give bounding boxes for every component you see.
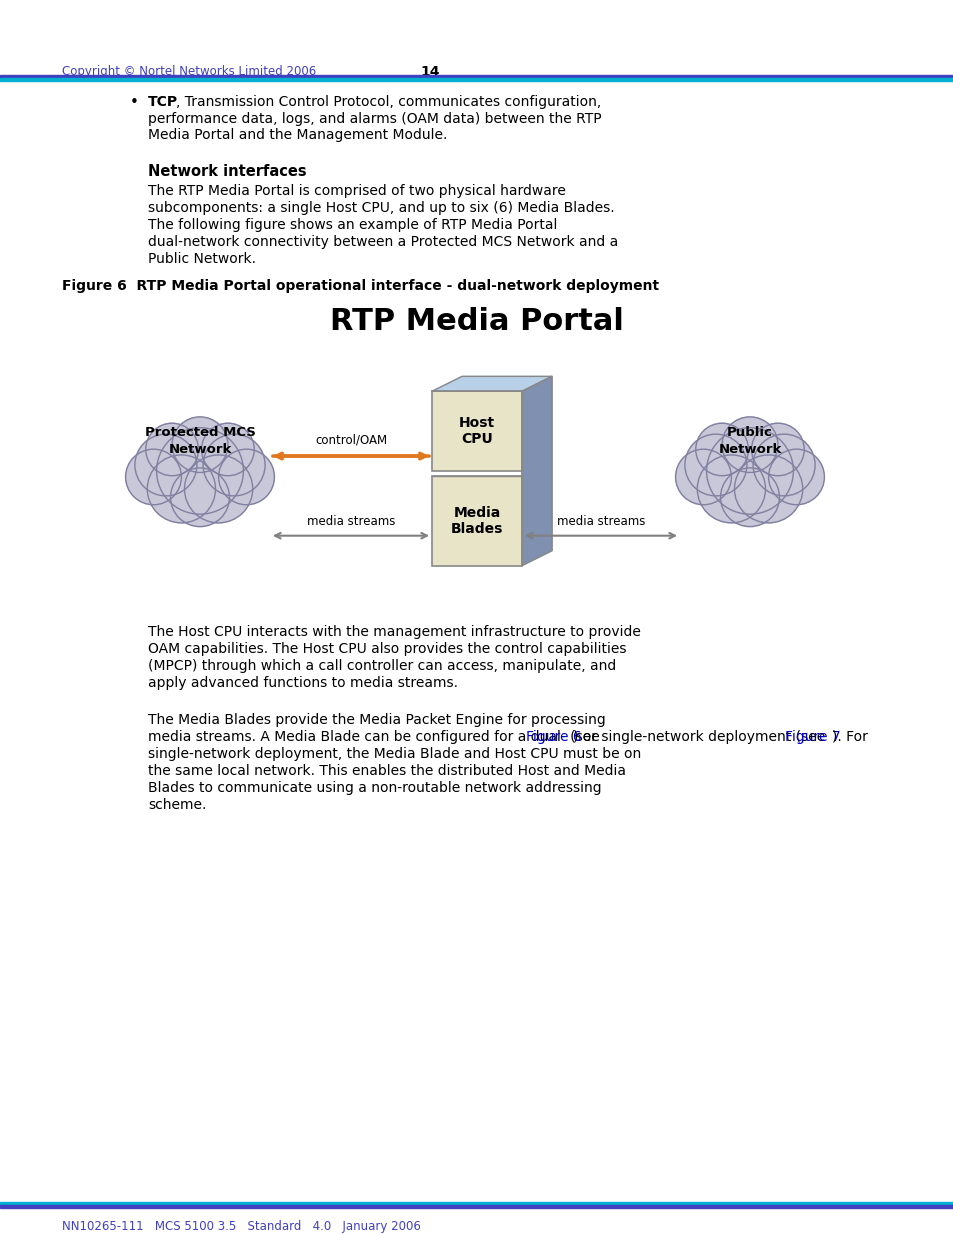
- Bar: [0, 78, 953, 80]
- Text: OAM capabilities. The Host CPU also provides the control capabilities: OAM capabilities. The Host CPU also prov…: [148, 642, 626, 656]
- Text: single-network deployment, the Media Blade and Host CPU must be on: single-network deployment, the Media Bla…: [148, 747, 640, 761]
- Circle shape: [184, 454, 253, 522]
- Text: media streams. A Media Blade can be configured for a dual- (see: media streams. A Media Blade can be conf…: [148, 730, 603, 743]
- Text: scheme.: scheme.: [148, 798, 206, 811]
- Bar: [0, 1202, 953, 1205]
- Text: RTP Media Portal: RTP Media Portal: [330, 306, 623, 336]
- Circle shape: [201, 424, 254, 475]
- Circle shape: [734, 454, 801, 522]
- Circle shape: [134, 435, 196, 496]
- Text: control/OAM: control/OAM: [314, 433, 387, 446]
- Text: performance data, logs, and alarms (OAM data) between the RTP: performance data, logs, and alarms (OAM …: [148, 111, 601, 126]
- Text: dual-network connectivity between a Protected MCS Network and a: dual-network connectivity between a Prot…: [148, 235, 618, 249]
- Circle shape: [675, 450, 731, 505]
- Text: Public
Network: Public Network: [718, 426, 781, 456]
- Circle shape: [218, 450, 274, 505]
- Text: (MPCP) through which a call controller can access, manipulate, and: (MPCP) through which a call controller c…: [148, 659, 616, 673]
- Circle shape: [706, 427, 793, 514]
- Text: Blades to communicate using a non-routable network addressing: Blades to communicate using a non-routab…: [148, 781, 601, 794]
- Circle shape: [720, 468, 779, 526]
- Text: •: •: [130, 95, 139, 110]
- Circle shape: [203, 435, 265, 496]
- Circle shape: [752, 435, 814, 496]
- Text: The Media Blades provide the Media Packet Engine for processing: The Media Blades provide the Media Packe…: [148, 713, 605, 727]
- Text: The following figure shows an example of RTP Media Portal: The following figure shows an example of…: [148, 219, 557, 232]
- Text: Protected MCS
Network: Protected MCS Network: [145, 426, 255, 456]
- Text: NN10265-111   MCS 5100 3.5   Standard   4.0   January 2006: NN10265-111 MCS 5100 3.5 Standard 4.0 Ja…: [62, 1220, 420, 1233]
- Text: ) or single-network deployment (see: ) or single-network deployment (see: [572, 730, 828, 743]
- Circle shape: [156, 427, 243, 514]
- Text: Figure 6: Figure 6: [525, 730, 580, 743]
- Bar: [0, 74, 953, 78]
- Circle shape: [146, 424, 198, 475]
- Text: Host
CPU: Host CPU: [458, 416, 495, 446]
- Bar: [432, 391, 521, 471]
- Text: Network interfaces: Network interfaces: [148, 164, 306, 179]
- Circle shape: [695, 424, 748, 475]
- Circle shape: [751, 424, 803, 475]
- Text: Public Network.: Public Network.: [148, 252, 255, 266]
- Circle shape: [171, 468, 230, 526]
- Circle shape: [147, 454, 215, 522]
- Circle shape: [126, 450, 181, 505]
- Text: media streams: media streams: [307, 515, 395, 527]
- Polygon shape: [521, 377, 552, 566]
- Text: TCP: TCP: [148, 95, 178, 109]
- Text: media streams: media streams: [557, 515, 644, 527]
- Bar: [0, 1205, 953, 1208]
- Circle shape: [684, 435, 746, 496]
- Text: ). For: ). For: [832, 730, 867, 743]
- Bar: [432, 475, 521, 566]
- Text: The RTP Media Portal is comprised of two physical hardware: The RTP Media Portal is comprised of two…: [148, 184, 565, 198]
- Text: The Host CPU interacts with the management infrastructure to provide: The Host CPU interacts with the manageme…: [148, 625, 640, 640]
- Text: Figure 6  RTP Media Portal operational interface - dual-network deployment: Figure 6 RTP Media Portal operational in…: [62, 279, 659, 293]
- Text: 14: 14: [419, 64, 439, 79]
- Circle shape: [697, 454, 764, 522]
- Text: Media Portal and the Management Module.: Media Portal and the Management Module.: [148, 128, 447, 142]
- Circle shape: [768, 450, 823, 505]
- Text: subcomponents: a single Host CPU, and up to six (6) Media Blades.: subcomponents: a single Host CPU, and up…: [148, 201, 614, 215]
- Circle shape: [172, 417, 228, 473]
- Text: Figure 7: Figure 7: [784, 730, 840, 743]
- Text: apply advanced functions to media streams.: apply advanced functions to media stream…: [148, 676, 457, 690]
- Text: the same local network. This enables the distributed Host and Media: the same local network. This enables the…: [148, 763, 625, 778]
- Text: , Transmission Control Protocol, communicates configuration,: , Transmission Control Protocol, communi…: [175, 95, 600, 109]
- Polygon shape: [432, 377, 552, 391]
- Circle shape: [721, 417, 777, 473]
- Text: Copyright © Nortel Networks Limited 2006: Copyright © Nortel Networks Limited 2006: [62, 64, 315, 78]
- Text: Media
Blades: Media Blades: [451, 505, 502, 536]
